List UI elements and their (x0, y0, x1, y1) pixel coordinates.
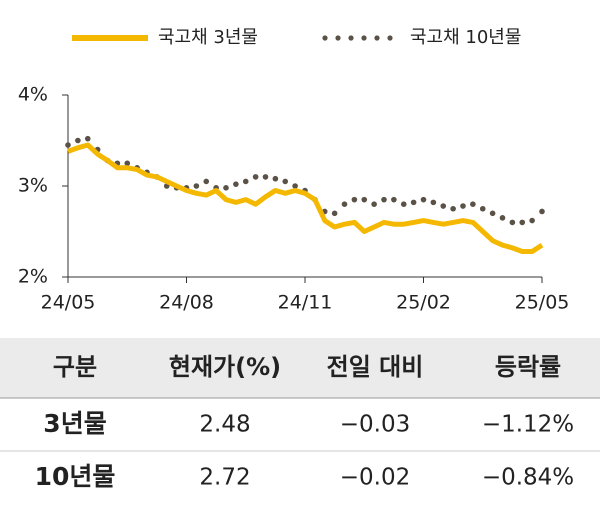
legend-dot (322, 35, 328, 41)
x-tick-label: 25/02 (396, 292, 451, 314)
y-tick-label: 3% (18, 175, 48, 197)
data-point (381, 196, 387, 203)
data-point (193, 183, 200, 189)
legend-dot (374, 35, 380, 41)
data-point (272, 175, 279, 182)
table-header: 현재가(%) (169, 353, 281, 381)
data-point (430, 199, 437, 206)
legend-dot (348, 35, 354, 41)
x-tick-label: 24/05 (41, 292, 96, 314)
row-label: 3년물 (43, 409, 106, 438)
data-point (242, 178, 249, 185)
data-point (75, 137, 81, 144)
table-cell: −1.12% (482, 412, 574, 438)
data-point (84, 135, 91, 142)
table-cell: 2.48 (199, 412, 250, 438)
data-point (499, 215, 506, 221)
x-tick-label: 24/08 (159, 292, 214, 314)
data-point (410, 199, 417, 206)
data-point (252, 174, 259, 180)
data-point (460, 203, 466, 209)
data-point (65, 142, 71, 148)
data-point (124, 160, 131, 167)
y-tick-label: 4% (18, 84, 48, 106)
data-point (529, 217, 535, 224)
data-point (479, 205, 486, 212)
y-tick-label: 2% (18, 266, 48, 288)
table-header: 전일 대비 (327, 353, 424, 381)
table-cell: −0.84% (482, 465, 574, 491)
data-line (67, 142, 544, 254)
data-point (539, 208, 545, 215)
legend-dot (361, 35, 367, 41)
row-label: 10년물 (35, 462, 116, 491)
data-point (223, 185, 229, 191)
data-point (233, 181, 239, 187)
data-point (371, 201, 377, 207)
data-point (470, 201, 476, 207)
data-point (292, 183, 298, 189)
data-point (400, 201, 407, 207)
data-point (341, 201, 348, 207)
data-point (519, 219, 526, 226)
table-cell: −0.03 (340, 412, 410, 438)
table-cell: −0.02 (340, 465, 410, 491)
data-point (262, 174, 269, 180)
data-point (450, 205, 456, 212)
data-point (331, 210, 338, 217)
table-header-bg (0, 338, 600, 398)
legend-dot (387, 35, 393, 41)
table-header: 등락률 (495, 353, 561, 381)
data-point (489, 210, 496, 217)
data-point (351, 196, 358, 203)
table-cell: 2.72 (199, 465, 250, 491)
legend-label: 국고채 3년물 (158, 27, 258, 48)
data-point (282, 178, 289, 185)
legend-dot (335, 35, 341, 41)
data-point (509, 219, 516, 226)
table-header: 구분 (53, 353, 97, 381)
data-point (203, 178, 210, 185)
x-tick-label: 24/11 (278, 292, 333, 314)
x-tick-label: 25/05 (515, 292, 570, 314)
data-point (440, 203, 447, 209)
legend-label: 국고채 10년물 (410, 27, 521, 48)
data-point (361, 196, 368, 203)
data-point (391, 196, 397, 203)
data-point (420, 196, 427, 203)
